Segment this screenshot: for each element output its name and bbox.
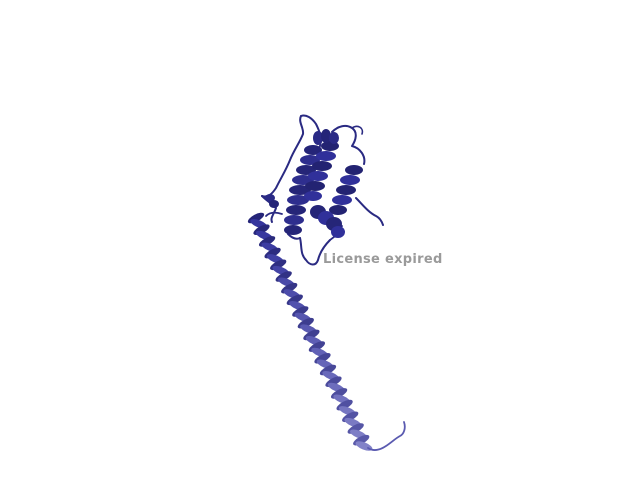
helix-b xyxy=(304,141,339,201)
helix-c xyxy=(329,165,363,215)
long-helix xyxy=(247,212,373,451)
helix-e xyxy=(313,129,339,145)
helix-f xyxy=(265,194,279,208)
c-terminal-tail xyxy=(367,421,406,452)
helix-d xyxy=(310,205,345,238)
globular-domain-helices xyxy=(265,129,363,238)
license-watermark: License expired xyxy=(323,252,443,267)
